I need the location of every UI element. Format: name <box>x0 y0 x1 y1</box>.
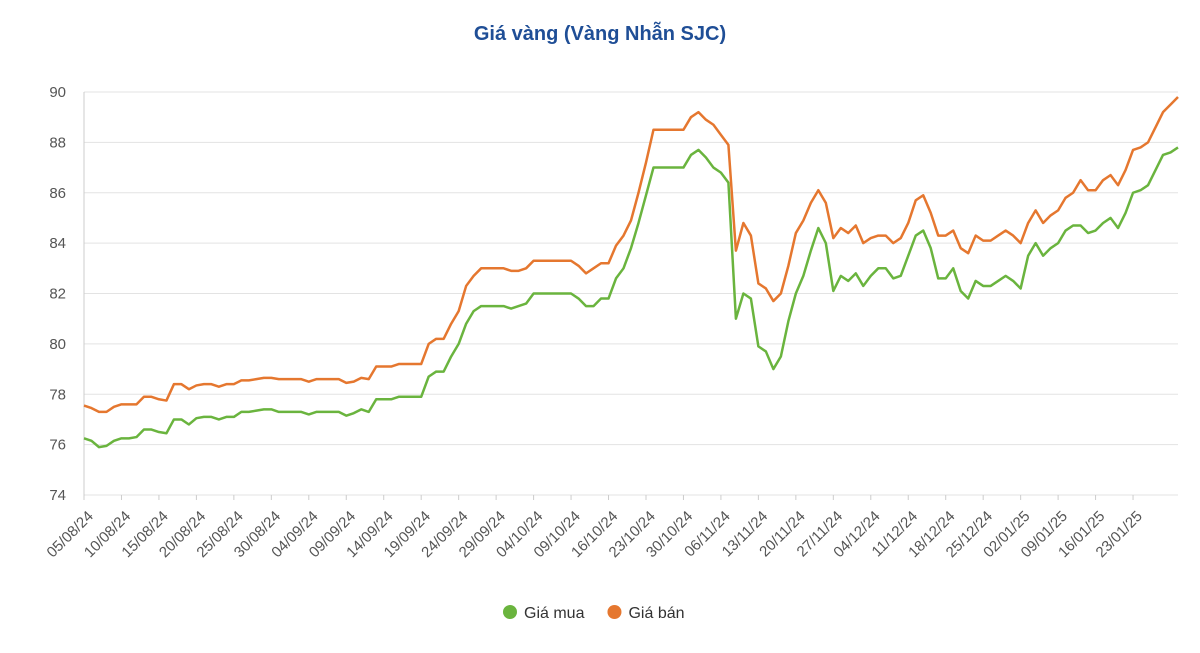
y-tick-label: 74 <box>49 487 66 504</box>
legend-item[interactable]: Giá mua <box>503 605 585 622</box>
y-tick-label: 88 <box>49 134 66 151</box>
y-tick-label: 86 <box>49 185 66 202</box>
legend-label: Giá mua <box>524 605 585 622</box>
series-line <box>83 96 1179 414</box>
series-line <box>83 146 1179 449</box>
y-tick-label: 78 <box>49 386 66 403</box>
y-tick-label: 80 <box>49 336 66 353</box>
legend-item[interactable]: Giá bán <box>607 605 685 622</box>
chart-title: Giá vàng (Vàng Nhẫn SJC) <box>474 21 726 45</box>
legend-label: Giá bán <box>628 605 684 622</box>
y-tick-label: 90 <box>49 84 66 101</box>
legend-swatch <box>607 605 622 619</box>
y-tick-label: 84 <box>49 235 66 252</box>
y-tick-label: 76 <box>49 437 66 454</box>
y-tick-label: 82 <box>49 286 66 303</box>
legend-swatch <box>503 605 517 619</box>
